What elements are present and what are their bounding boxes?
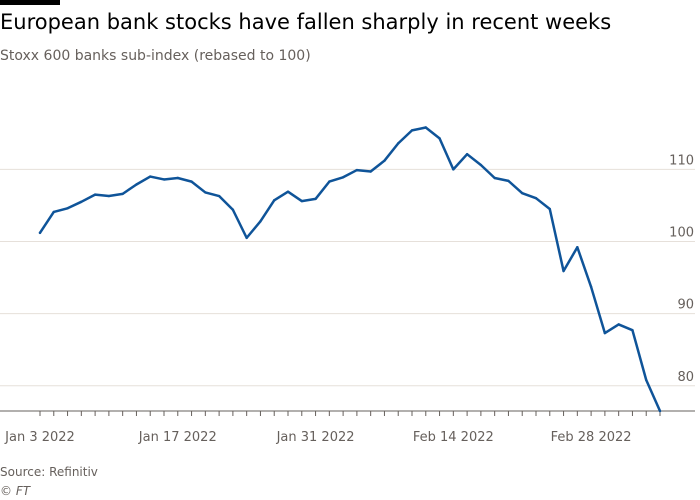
line-chart: 80 90 100 110 Jan 3 2022 Jan 17 2022 Jan 31 2…	[0, 126, 695, 445]
y-tick-label: 90	[677, 298, 694, 313]
data-point	[80, 200, 83, 204]
chart-title: European bank stocks have fallen sharply…	[0, 10, 612, 34]
data-point	[521, 191, 524, 195]
series-layer	[38, 126, 662, 413]
brand-bar	[0, 0, 60, 5]
data-point	[121, 192, 124, 196]
y-axis: 80 90 100 110	[669, 153, 694, 384]
source-note: Source: Refinitiv	[0, 465, 98, 479]
series-line	[38, 126, 662, 413]
data-point	[507, 179, 510, 183]
data-point	[107, 194, 111, 198]
x-tick-labels: Jan 3 2022 Jan 17 2022 Jan 31 2022 Feb 14 2…	[4, 430, 631, 445]
data-point	[217, 194, 221, 198]
credit-note: © FT	[0, 484, 31, 498]
data-point	[631, 329, 634, 332]
data-point	[576, 246, 579, 249]
data-point	[93, 193, 97, 196]
data-point	[66, 207, 69, 210]
x-tick-label: Jan 3 2022	[4, 430, 75, 445]
data-point	[452, 168, 455, 171]
x-axis	[0, 410, 695, 416]
data-point	[397, 142, 400, 145]
y-tick-label: 110	[669, 153, 694, 168]
data-point	[286, 190, 290, 193]
data-point	[438, 137, 441, 140]
x-tick-label: Jan 17 2022	[138, 430, 217, 445]
x-tick-label: Feb 28 2022	[551, 430, 632, 445]
data-point	[369, 170, 372, 173]
data-point	[341, 176, 345, 179]
data-point	[300, 199, 303, 203]
data-point	[273, 199, 276, 202]
data-point	[589, 285, 593, 289]
data-point	[658, 409, 662, 413]
data-point	[231, 208, 235, 211]
y-tick-label: 100	[669, 225, 694, 240]
data-point	[314, 197, 317, 201]
data-point	[603, 331, 607, 335]
data-point	[259, 220, 262, 223]
data-point	[548, 207, 551, 211]
data-point	[410, 129, 414, 132]
gridlines	[0, 168, 695, 387]
data-point	[135, 183, 138, 186]
x-tick-label: Jan 31 2022	[276, 430, 355, 445]
data-point	[424, 126, 427, 129]
data-point	[328, 180, 331, 183]
data-point	[534, 197, 538, 200]
x-tick-label: Feb 14 2022	[413, 430, 494, 445]
y-tick-label: 80	[677, 370, 694, 385]
data-point	[204, 191, 207, 194]
data-point	[383, 159, 386, 162]
data-point	[645, 378, 648, 382]
data-point	[162, 178, 166, 181]
data-point	[245, 236, 248, 240]
data-point	[355, 168, 359, 172]
data-point	[493, 176, 496, 180]
data-point	[52, 210, 55, 214]
data-point	[176, 176, 179, 180]
data-point	[479, 163, 483, 167]
data-point	[562, 269, 565, 273]
data-point	[149, 175, 152, 178]
data-point	[38, 231, 42, 235]
data-point	[190, 180, 193, 183]
chart-subtitle: Stoxx 600 banks sub-index (rebased to 10…	[0, 48, 311, 64]
data-point	[465, 153, 469, 156]
data-point	[617, 323, 620, 326]
